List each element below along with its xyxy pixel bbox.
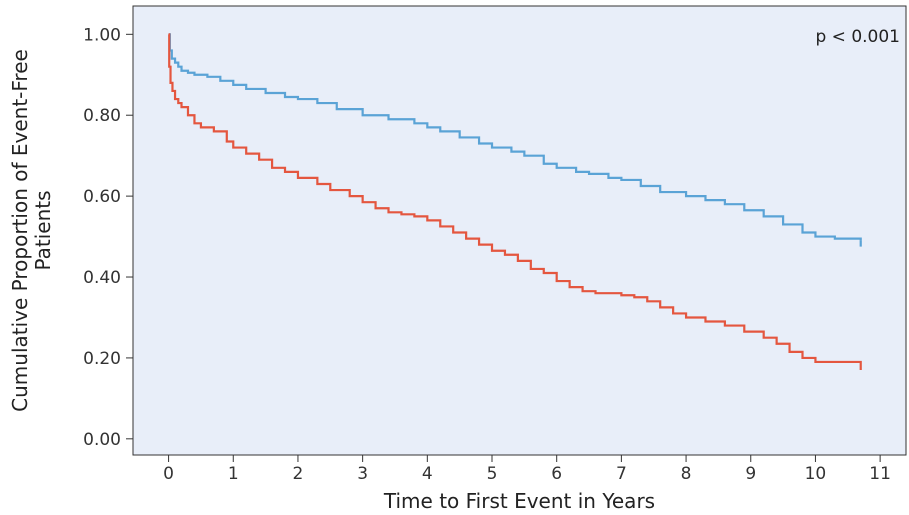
series-line-1 (168, 33, 862, 241)
x-tick-label: 1 (228, 464, 239, 484)
series-line-2 (168, 33, 862, 364)
x-tick-label: 11 (869, 464, 891, 484)
x-tick-label: 4 (422, 464, 433, 484)
x-tick-label: 2 (293, 464, 304, 484)
series-layer (168, 33, 862, 370)
x-tick-label: 0 (163, 464, 174, 484)
y-tick-label: 1.00 (83, 25, 121, 45)
axes: 0 1 2 3 4 5 6 7 8 9 10 11 0.00 0.20 0.40 0.60 0.80 1.00 (83, 25, 891, 484)
x-tick-label: 7 (616, 464, 627, 484)
x-axis-title: Time to First Event in Years (383, 489, 655, 513)
y-axis-title-line2: Patients (31, 190, 55, 270)
y-tick-label: 0.00 (83, 430, 121, 450)
y-axis-title-line1: Cumulative Proportion of Event-Free (8, 49, 32, 412)
x-tick-label: 8 (681, 464, 692, 484)
x-tick-label: 6 (551, 464, 562, 484)
y-tick-label: 0.20 (83, 349, 121, 369)
p-value-annotation: p < 0.001 (815, 27, 900, 47)
x-tick-label: 9 (745, 464, 756, 484)
plot-area (132, 5, 907, 456)
y-tick-label: 0.40 (83, 268, 121, 288)
y-tick-label: 0.60 (83, 187, 121, 207)
x-tick-label: 5 (487, 464, 498, 484)
x-tick-label: 10 (805, 464, 827, 484)
y-tick-label: 0.80 (83, 106, 121, 126)
x-tick-label: 3 (357, 464, 368, 484)
